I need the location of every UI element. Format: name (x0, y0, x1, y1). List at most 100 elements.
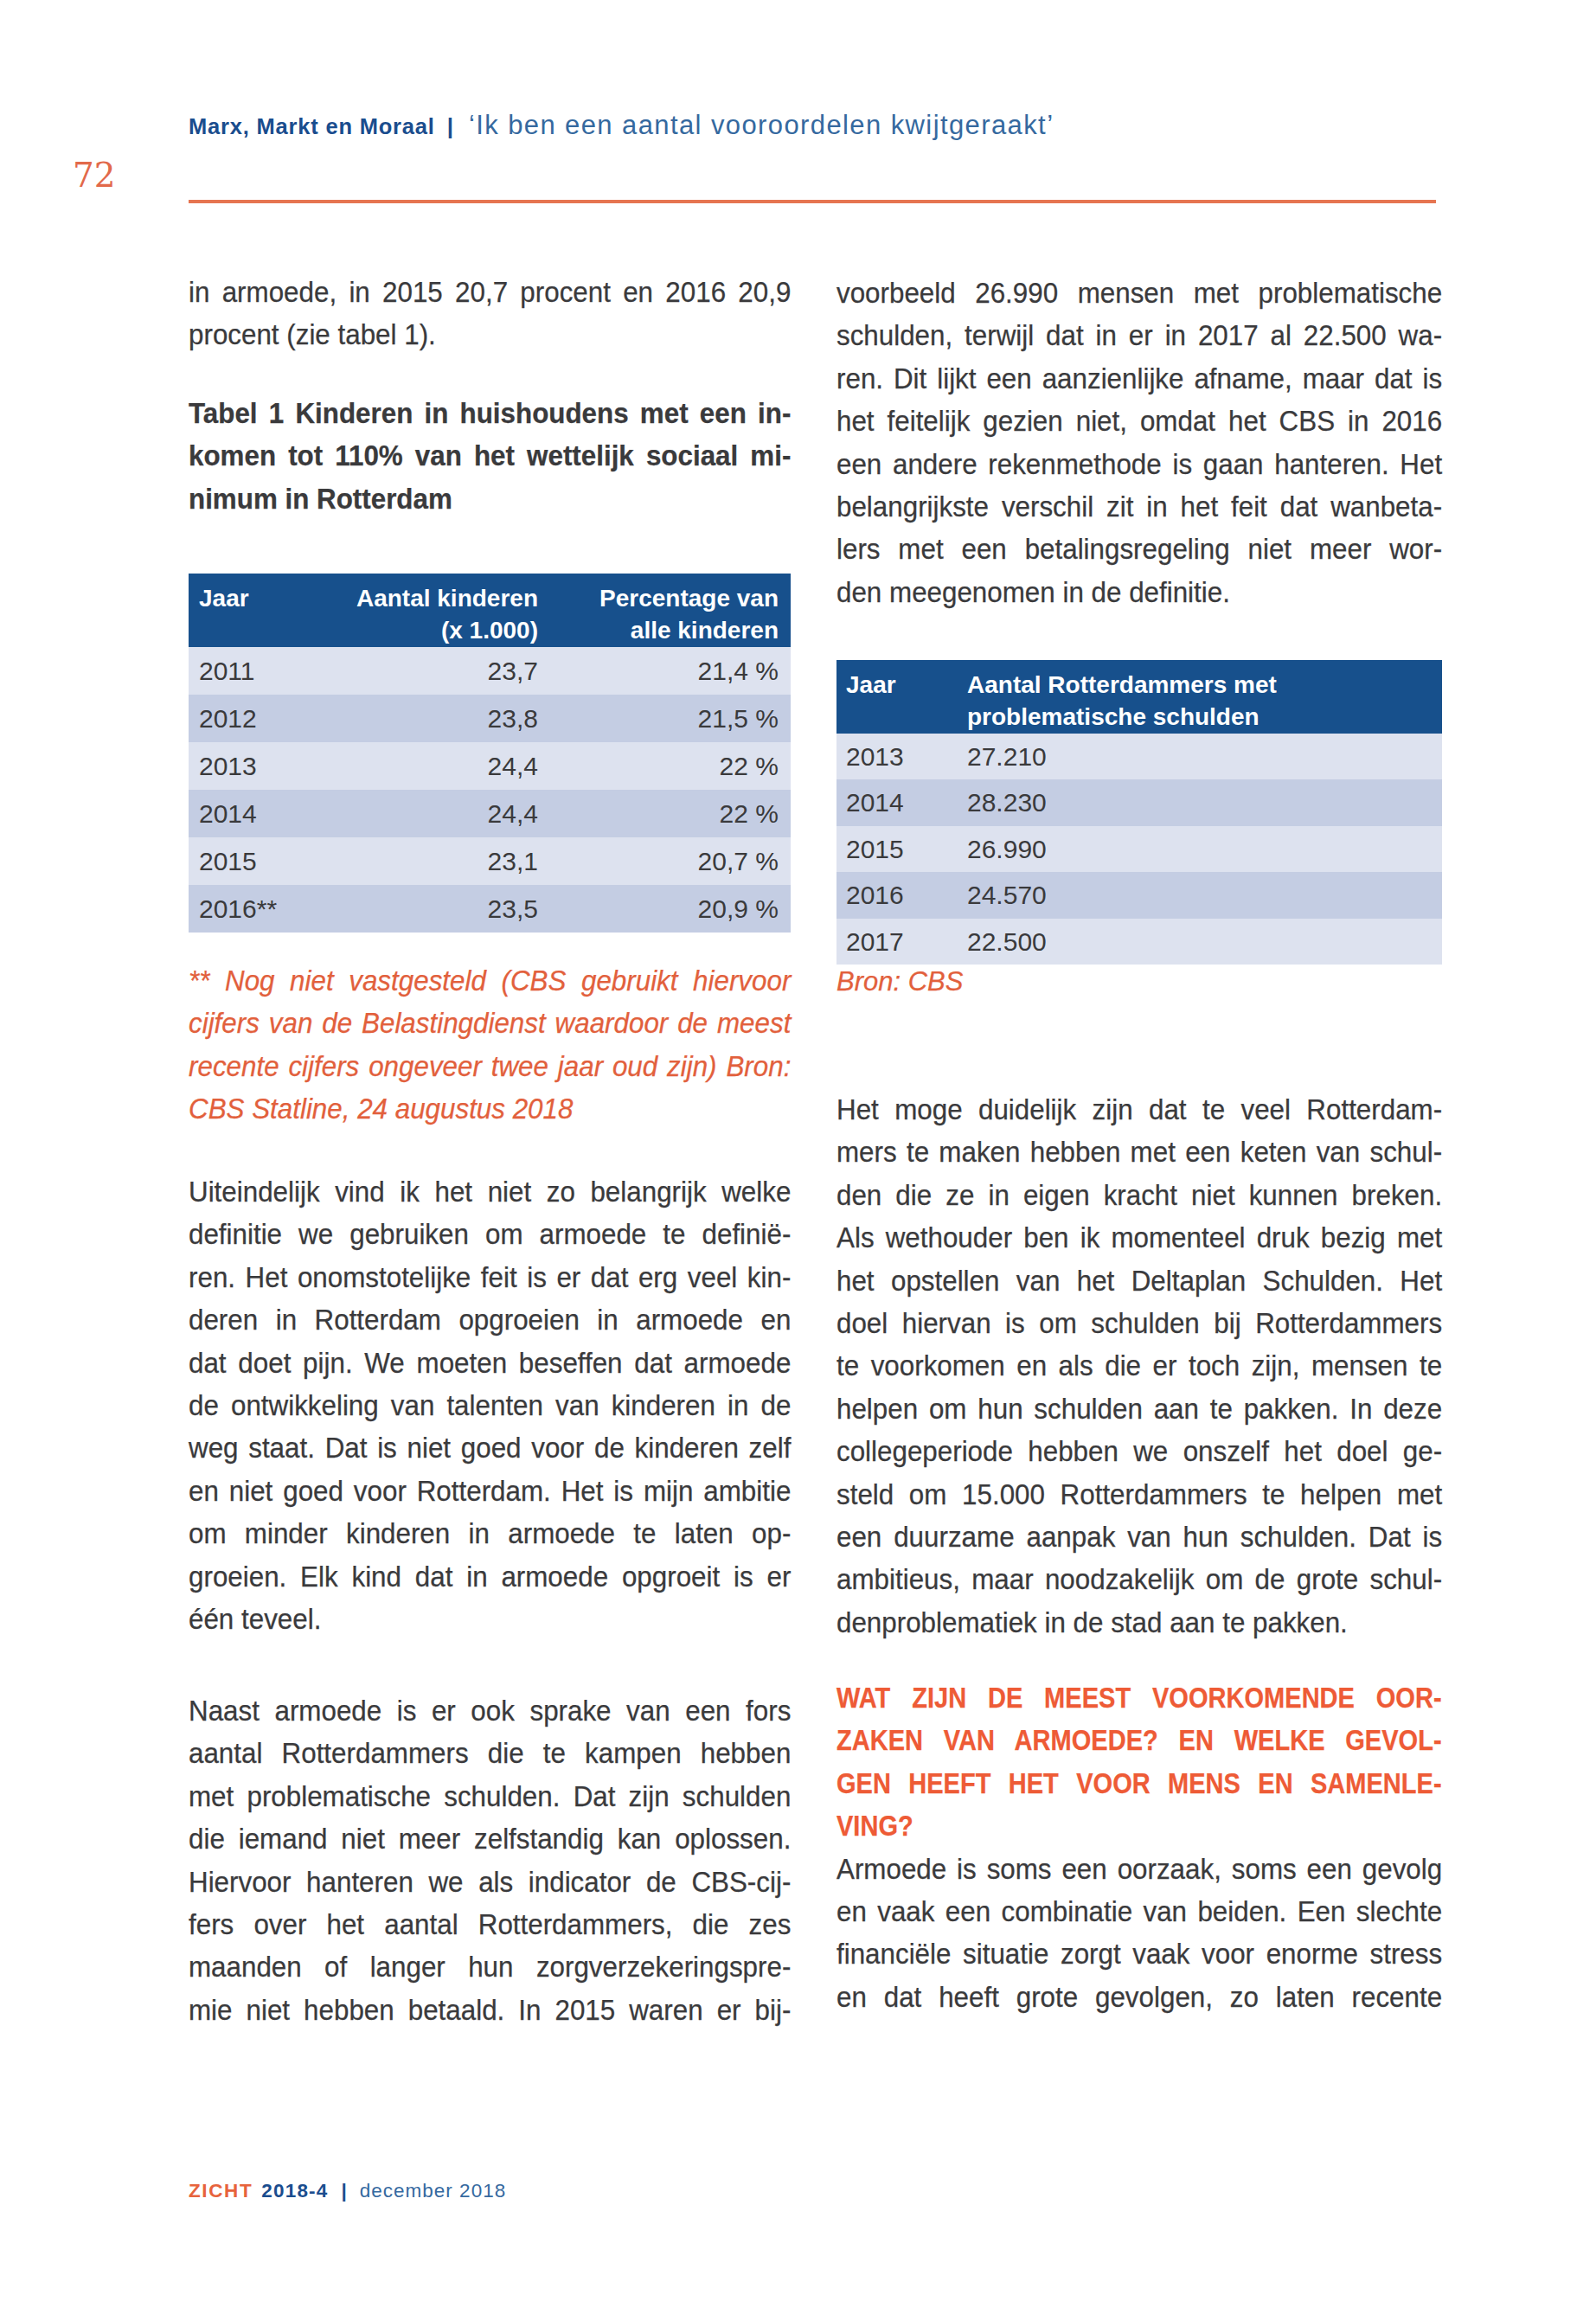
table-row: 201123,721,4 % (189, 647, 791, 695)
text-line: ambitieus, maar noodzakelijk om de grote… (836, 1558, 1442, 1600)
text-line: Naast armoede is er ook sprake van een f… (189, 1689, 791, 1732)
table-cell: 2013 (189, 742, 336, 790)
table-row: 201324,422 % (189, 742, 791, 790)
table-row: 201327.210 (836, 734, 1442, 779)
text-line: Tabel 1 Kinderen in huishoudens met een … (189, 392, 791, 434)
table-cell: 22 % (538, 742, 791, 790)
text-line: doel hiervan is om schulden bij Rotterda… (836, 1302, 1442, 1344)
footer-brand: ZICHT (189, 2180, 253, 2202)
body-paragraph: voorbeeld 26.990 mensen met problematisc… (836, 272, 1442, 613)
header-title: Marx, Markt en Moraal (189, 114, 435, 138)
table-cell: 24,4 (336, 742, 538, 790)
table1-header-jaar: Jaar (189, 582, 336, 647)
table-cell: 2015 (836, 826, 967, 872)
text-line: een andere rekenmethode is gaan hanteren… (836, 443, 1442, 485)
table2-header-aantal: Aantal Rotterdammers metproblematische s… (967, 669, 1442, 734)
text-line: om minder kinderen in armoede te laten o… (189, 1512, 791, 1554)
text-line: die iemand niet meer zelfstandig kan opl… (189, 1817, 791, 1860)
table-cell: 2016** (189, 885, 336, 933)
table2-problematic-debts: Jaar Aantal Rotterdammers metproblematis… (836, 660, 1442, 965)
text-line: ren. Het onomstotelijke feit is er dat e… (189, 1256, 791, 1298)
table-cell: 2014 (189, 790, 336, 837)
table-cell: 21,4 % (538, 647, 791, 695)
table-cell: 2014 (836, 779, 967, 825)
table1-children-poverty: Jaar Aantal kinderen(x 1.000) Percentage… (189, 574, 791, 933)
text-line: een duurzame aanpak van hun schulden. Da… (836, 1516, 1442, 1558)
text-line: en dat heeft grote gevolgen, zo laten re… (836, 1976, 1442, 2018)
table-row: 201424,422 % (189, 790, 791, 837)
table-cell: 27.210 (967, 734, 1442, 779)
text-line: definitie we gebruiken om armoede te def… (189, 1213, 791, 1255)
table-row: 201526.990 (836, 826, 1442, 872)
body-paragraph: Naast armoede is er ook sprake van een f… (189, 1689, 791, 2031)
body-paragraph: Armoede is soms een oorzaak, soms een ge… (836, 1848, 1442, 2019)
text-line: en niet goed voor Rotterdam. Het is mijn… (189, 1470, 791, 1512)
text-line: denproblematiek in de stad aan te pakken… (836, 1601, 1442, 1644)
table-row: 2016**23,520,9 % (189, 885, 791, 933)
table1-caption: Tabel 1 Kinderen in huishoudens met een … (189, 392, 791, 520)
table-row: 201223,821,5 % (189, 695, 791, 742)
text-line: belangrijkste verschil zit in het feit d… (836, 485, 1442, 528)
table-cell: 23,7 (336, 647, 538, 695)
table2-header: Jaar Aantal Rotterdammers metproblematis… (836, 660, 1442, 734)
table2-source: Bron: CBS (836, 960, 963, 1003)
text-line: den meegenomen in de definitie. (836, 571, 1442, 613)
header-separator: | (447, 113, 453, 139)
text-line: den die ze in eigen kracht niet kunnen b… (836, 1174, 1442, 1216)
text-line: mers te maken hebben met een keten van s… (836, 1131, 1442, 1173)
table-cell: 23,8 (336, 695, 538, 742)
text-line: Uiteindelijk vind ik het niet zo belangr… (189, 1170, 791, 1213)
table-cell: 2015 (189, 837, 336, 885)
footer-separator: | (342, 2180, 347, 2202)
text-line: het feitelijk gezien niet, omdat het CBS… (836, 400, 1442, 442)
table-cell: 2012 (189, 695, 336, 742)
table-cell: 21,5 % (538, 695, 791, 742)
footer-issue: 2018-4 (261, 2180, 328, 2202)
text-line: WAT ZIJN DE MEEST VOORKOMENDE OOR- (836, 1676, 1442, 1719)
text-line: ZAKEN VAN ARMOEDE? EN WELKE GEVOL- (836, 1719, 1442, 1761)
text-line: ** Nog niet vastgesteld (CBS gebruikt hi… (189, 959, 791, 1002)
table-row: 201523,120,7 % (189, 837, 791, 885)
table1-header-percentage: Percentage vanalle kinderen (538, 582, 791, 647)
text-line: te voorkomen en als die er toch zijn, me… (836, 1344, 1442, 1387)
text-line: recente cijfers ongeveer twee jaar oud z… (189, 1045, 791, 1087)
text-line: helpen om hun schulden aan te pakken. In… (836, 1388, 1442, 1430)
text-line: collegeperiode hebben we onszelf het doe… (836, 1430, 1442, 1472)
text-line: mie niet hebben betaald. In 2015 waren e… (189, 1989, 791, 2031)
table-cell: 2016 (836, 872, 967, 918)
text-line: deren in Rotterdam opgroeien in armoede … (189, 1298, 791, 1341)
table-cell: 22.500 (967, 919, 1442, 965)
text-line: ren. Dit lijkt een aanzienlijke afname, … (836, 357, 1442, 400)
body-paragraph: Uiteindelijk vind ik het niet zo belangr… (189, 1170, 791, 1640)
document-footer: ZICHT2018-4|december 2018 (189, 2181, 506, 2201)
text-line: komen tot 110% van het wettelijk sociaal… (189, 434, 791, 477)
table-row: 201428.230 (836, 779, 1442, 825)
text-line: met problematische schulden. Dat zijn sc… (189, 1775, 791, 1817)
body-paragraph: Het moge duidelijk zijn dat te veel Rott… (836, 1088, 1442, 1644)
table-cell: 23,5 (336, 885, 538, 933)
table1-header-aantal: Aantal kinderen(x 1.000) (336, 582, 538, 647)
text-line: steld om 15.000 Rotterdammers te helpen … (836, 1473, 1442, 1516)
text-line: één teveel. (189, 1598, 791, 1640)
header-subtitle: ‘Ik ben een aantal vooroordelen kwijtger… (469, 110, 1054, 140)
table-cell: 2013 (836, 734, 967, 779)
text-line: GEN HEEFT HET VOOR MENS EN SAMENLE- (836, 1762, 1442, 1804)
table-cell: 2011 (189, 647, 336, 695)
table-cell: 24,4 (336, 790, 538, 837)
text-line: aantal Rotterdammers die te kampen hebbe… (189, 1732, 791, 1774)
page-number: 72 (73, 158, 116, 192)
text-line: financiële situatie zorgt vaak voor enor… (836, 1932, 1442, 1975)
table-cell: 20,9 % (538, 885, 791, 933)
text-line: fers over het aantal Rotterdammers, die … (189, 1903, 791, 1945)
text-line: maanden of langer hun zorgverzekeringspr… (189, 1945, 791, 1988)
text-line: nimum in Rotterdam (189, 478, 791, 520)
table-cell: 23,1 (336, 837, 538, 885)
text-line: in armoede, in 2015 20,7 procent en 2016… (189, 271, 791, 313)
text-line: het opstellen van het Deltaplan Schulden… (836, 1259, 1442, 1302)
table1-footnote: ** Nog niet vastgesteld (CBS gebruikt hi… (189, 959, 791, 1131)
table-row: 201624.570 (836, 872, 1442, 918)
text-line: dat doet pijn. We moeten beseffen dat ar… (189, 1342, 791, 1384)
table-row: 201722.500 (836, 919, 1442, 965)
table-cell: 24.570 (967, 872, 1442, 918)
text-line: en vaak een combinatie van beiden. Een s… (836, 1890, 1442, 1932)
